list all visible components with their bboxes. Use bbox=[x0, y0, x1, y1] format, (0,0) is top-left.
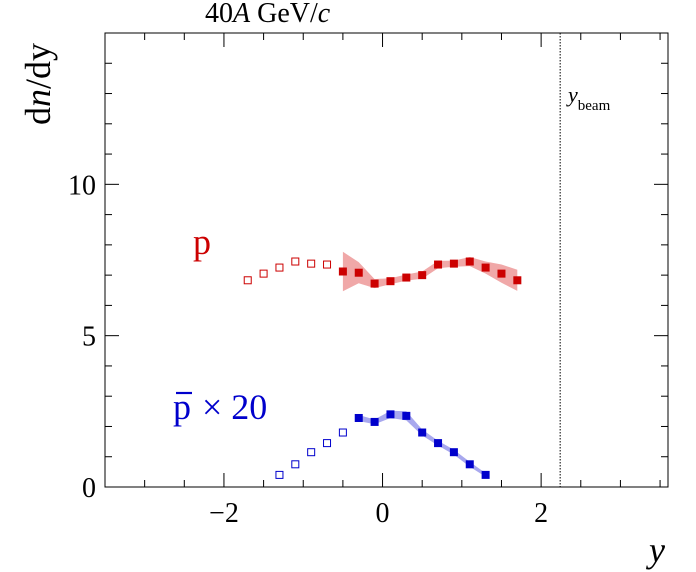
x-tick-label: 0 bbox=[376, 498, 390, 529]
y-tick-label: 0 bbox=[82, 473, 96, 504]
point-measured-pbar bbox=[402, 411, 411, 420]
point-measured-p bbox=[418, 271, 427, 280]
point-reflected-p bbox=[323, 260, 332, 269]
x-tick-labels: −2 0 2 bbox=[209, 498, 548, 529]
point-measured-pbar bbox=[434, 439, 443, 448]
point-measured-p bbox=[338, 267, 347, 276]
uncertainty-bands bbox=[342, 251, 518, 477]
y-axis-label-pre: d bbox=[18, 107, 58, 125]
point-measured-pbar bbox=[418, 428, 427, 437]
point-reflected-p bbox=[307, 259, 316, 268]
point-reflected-p bbox=[243, 276, 252, 285]
axis-ticks bbox=[104, 32, 668, 488]
point-measured-p bbox=[481, 263, 490, 272]
point-measured-pbar bbox=[465, 460, 474, 469]
x-tick-label: 2 bbox=[534, 498, 548, 529]
point-measured-p bbox=[465, 257, 474, 266]
y-axis-label-italic: n bbox=[18, 89, 58, 107]
point-measured-p bbox=[402, 273, 411, 282]
series-label-p: p bbox=[193, 222, 211, 262]
chart-title-italic-a: A bbox=[231, 0, 251, 29]
y-tick-label: 10 bbox=[68, 170, 96, 201]
series-label-pbar-p: p bbox=[173, 387, 191, 427]
point-reflected-pbar bbox=[307, 448, 316, 457]
y-tick-labels: 0 5 10 bbox=[68, 170, 96, 504]
point-measured-p bbox=[370, 279, 379, 288]
point-measured-p bbox=[497, 269, 506, 278]
point-reflected-p bbox=[275, 263, 284, 272]
x-tick-label: −2 bbox=[209, 498, 239, 529]
plot-frame bbox=[104, 32, 669, 488]
point-measured-p bbox=[354, 268, 363, 277]
point-measured-pbar bbox=[449, 448, 458, 457]
beam-label-sub: beam bbox=[578, 98, 611, 114]
point-measured-p bbox=[434, 260, 443, 269]
series-label-pbar-rest: × 20 bbox=[202, 387, 267, 427]
y-tick-label: 5 bbox=[82, 322, 96, 353]
chart-title-pre: 40 bbox=[205, 0, 233, 29]
point-reflected-pbar bbox=[275, 470, 284, 479]
band-p bbox=[342, 251, 518, 292]
point-reflected-pbar bbox=[338, 428, 347, 437]
series-label-pbar: p × 20 bbox=[173, 387, 267, 427]
plot-border bbox=[104, 32, 669, 488]
point-measured-p bbox=[386, 277, 395, 286]
beam-label: ybeam bbox=[566, 82, 611, 114]
point-measured-pbar bbox=[370, 417, 379, 426]
chart-title-italic-c: c bbox=[318, 0, 331, 29]
point-reflected-pbar bbox=[323, 439, 332, 448]
chart-title-mid: GeV/ bbox=[250, 0, 318, 29]
point-reflected-p bbox=[291, 257, 300, 266]
beam-label-main: y bbox=[566, 82, 578, 107]
data-points bbox=[243, 257, 522, 479]
point-reflected-p bbox=[259, 269, 268, 278]
point-measured-pbar bbox=[386, 410, 395, 419]
point-reflected-pbar bbox=[291, 460, 300, 469]
point-measured-pbar bbox=[481, 470, 490, 479]
point-measured-p bbox=[449, 259, 458, 268]
y-axis-label-post: /dy bbox=[18, 43, 58, 89]
x-axis-label: y bbox=[646, 530, 665, 570]
point-measured-pbar bbox=[354, 413, 363, 422]
chart-title: 40A GeV/c bbox=[205, 0, 331, 29]
y-axis-label: dn/dy bbox=[18, 43, 58, 125]
point-measured-p bbox=[513, 276, 522, 285]
